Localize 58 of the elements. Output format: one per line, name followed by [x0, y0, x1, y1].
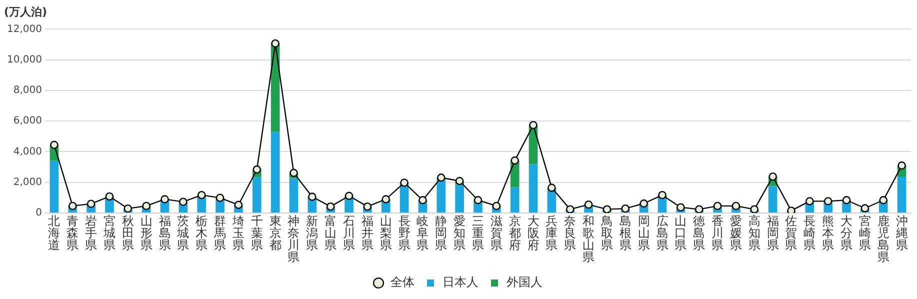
x-tick-label: 和歌山県	[582, 214, 595, 264]
x-tick-label: 埼玉県	[231, 214, 244, 252]
x-tick-label: 滋賀県	[490, 214, 502, 252]
x-tick-label: 福島県	[158, 214, 171, 252]
x-tick-label: 岐阜県	[416, 214, 429, 252]
x-tick-label: 栃木県	[196, 214, 208, 252]
y-tick-label: 8,000	[13, 85, 42, 96]
x-tick-label: 沖縄県	[894, 214, 908, 252]
y-tick-label: 6,000	[13, 116, 42, 127]
x-tick-label: 岡山県	[638, 214, 650, 252]
x-tick-label: 石川県	[343, 214, 356, 252]
x-tick-label: 熊本県	[822, 214, 834, 252]
x-tick-label: 富山県	[324, 214, 337, 252]
x-tick-label: 群馬県	[213, 214, 226, 252]
x-tick-label: 奈良県	[564, 214, 576, 252]
x-tick-label: 大阪府	[527, 214, 540, 252]
x-tick-label: 鳥取県	[600, 214, 613, 252]
x-tick-label: 宮崎県	[858, 214, 871, 252]
x-tick-label: 香川県	[712, 214, 724, 252]
x-tick-label: 東京都	[269, 214, 282, 252]
x-tick-label: 茨城県	[176, 214, 190, 252]
x-tick-label: 三重県	[472, 214, 484, 252]
y-tick-label: 0	[36, 208, 42, 219]
x-tick-label: 静岡県	[435, 214, 448, 252]
x-tick-label: 愛媛県	[730, 214, 742, 252]
x-tick-label: 青森県	[66, 214, 79, 252]
y-tick-label: 12,000	[6, 24, 42, 35]
x-tick-label: 愛知県	[454, 214, 466, 252]
x-tick-label: 長崎県	[804, 214, 816, 252]
x-tick-label: 山口県	[674, 214, 687, 252]
x-tick-label: 岩手県	[85, 214, 98, 252]
legend-label: 日本人	[442, 275, 478, 290]
x-tick-label: 千葉県	[250, 214, 263, 252]
x-tick-label: 島根県	[619, 214, 632, 252]
y-tick-label: 4,000	[13, 146, 42, 158]
x-tick-label: 神奈川県	[288, 214, 300, 264]
legend-label: 外国人	[506, 275, 542, 290]
x-tick-label: 徳島県	[693, 214, 706, 252]
x-tick-label: 鹿児島県	[877, 214, 890, 264]
x-tick-label: 京都府	[508, 214, 521, 252]
legend-label: 全体	[390, 275, 414, 290]
x-tick-label: 宮城県	[102, 214, 116, 252]
x-tick-label: 兵庫県	[546, 214, 558, 252]
x-tick-label: 広島県	[656, 214, 668, 252]
y-tick-label: 2,000	[13, 176, 42, 188]
x-tick-label: 秋田県	[122, 214, 134, 252]
x-tick-label: 山形県	[140, 214, 152, 252]
x-tick-label: 北海道	[48, 214, 60, 252]
x-tick-label: 大分県	[840, 214, 853, 252]
y-tick-label: 10,000	[6, 54, 42, 66]
x-tick-label: 長野県	[398, 214, 410, 252]
x-tick-label: 福岡県	[766, 214, 779, 252]
x-tick-label: 山梨県	[380, 214, 392, 252]
x-tick-label: 高知県	[748, 214, 760, 252]
x-tick-label: 新潟県	[306, 214, 318, 252]
x-tick-label: 福井県	[361, 214, 374, 252]
x-tick-label: 佐賀県	[785, 214, 798, 252]
y-axis-title: (万人泊)	[4, 5, 48, 18]
